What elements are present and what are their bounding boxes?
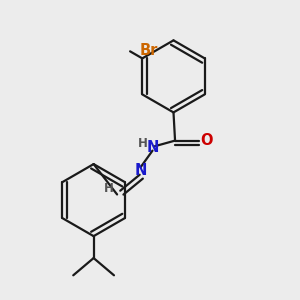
Text: N: N xyxy=(147,140,159,155)
Text: O: O xyxy=(200,133,213,148)
Text: H: H xyxy=(104,182,114,195)
Text: N: N xyxy=(135,164,147,178)
Text: Br: Br xyxy=(140,43,158,58)
Text: H: H xyxy=(138,137,148,150)
